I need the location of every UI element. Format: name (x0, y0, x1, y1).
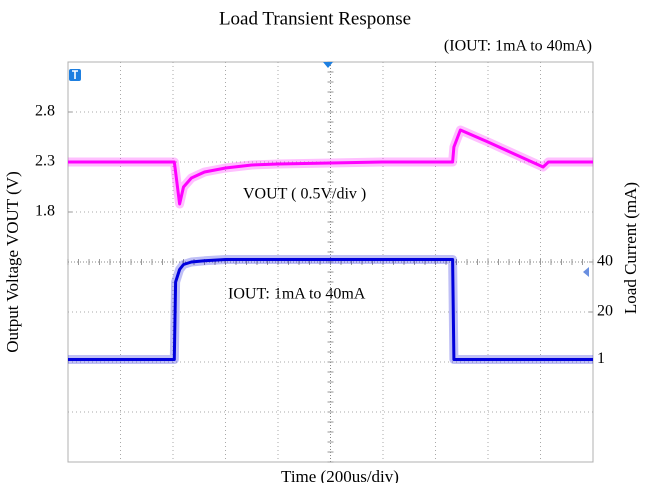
graticule (67, 61, 594, 463)
trace (68, 258, 593, 361)
channel-marker (583, 267, 589, 277)
chart-title: Load Transient Response (219, 8, 411, 29)
y-tick-label: 2.3 (35, 153, 55, 170)
y2-tick-label: 20 (597, 303, 613, 320)
y2-tick-label: 40 (597, 253, 613, 270)
y2-tick-label: 1 (597, 350, 605, 367)
trace (68, 128, 593, 206)
chart-subtitle: (IOUT: 1mA to 40mA) (444, 38, 592, 55)
y-axis-label: Output Voltage VOUT (V) (3, 171, 22, 353)
annotation: VOUT ( 0.5V/div ) (243, 186, 366, 203)
plot: 1.8 2.3 2.8 1 20 40 (35, 103, 613, 368)
x-axis-label: Time (200us/div) (281, 467, 399, 483)
y-tick-label: 2.8 (35, 103, 55, 120)
y2-axis-label: Load Current (mA) (621, 182, 640, 314)
trigger-position (323, 62, 333, 68)
trigger-marker-glyph (72, 70, 78, 79)
y-tick-label: 1.8 (35, 203, 55, 220)
annotation: IOUT: 1mA to 40mA (228, 286, 366, 303)
